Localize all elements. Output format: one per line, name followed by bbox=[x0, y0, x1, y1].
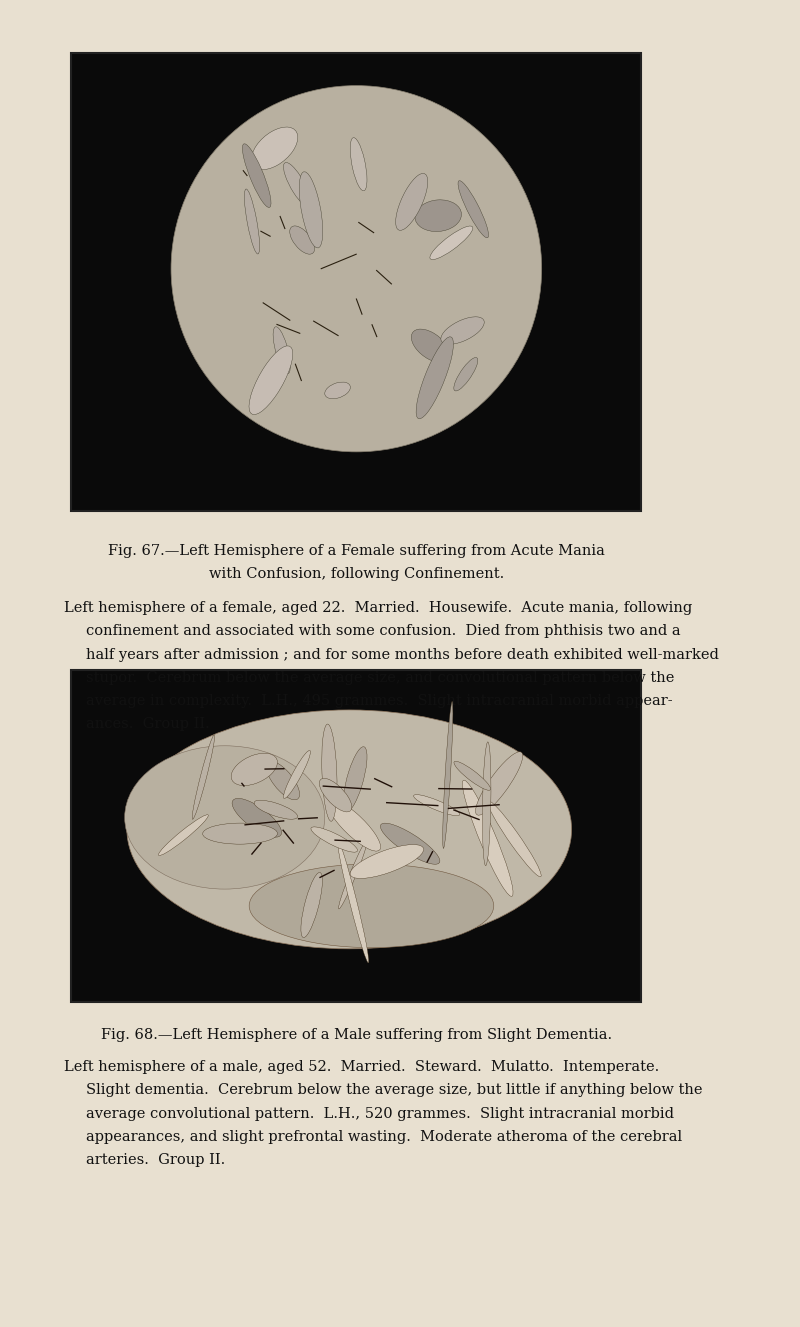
Text: Fig. 68.—Left Hemisphere of a Male suffering from Slight Dementia.: Fig. 68.—Left Hemisphere of a Male suffe… bbox=[101, 1028, 612, 1043]
Ellipse shape bbox=[266, 762, 299, 800]
Text: with Confusion, following Confinement.: with Confusion, following Confinement. bbox=[209, 567, 504, 581]
Ellipse shape bbox=[350, 844, 424, 878]
Ellipse shape bbox=[171, 85, 542, 451]
Text: appearances, and slight prefrontal wasting.  Moderate atheroma of the cerebral: appearances, and slight prefrontal wasti… bbox=[86, 1131, 682, 1144]
Ellipse shape bbox=[127, 710, 572, 949]
Ellipse shape bbox=[231, 754, 278, 786]
Ellipse shape bbox=[254, 800, 298, 819]
Ellipse shape bbox=[327, 800, 381, 851]
Ellipse shape bbox=[454, 762, 490, 791]
Ellipse shape bbox=[380, 823, 440, 864]
Bar bbox=[71, 670, 642, 1002]
Ellipse shape bbox=[350, 138, 367, 191]
Ellipse shape bbox=[441, 317, 484, 344]
Ellipse shape bbox=[488, 800, 541, 877]
Ellipse shape bbox=[244, 188, 259, 253]
Ellipse shape bbox=[411, 329, 450, 362]
Ellipse shape bbox=[458, 180, 489, 238]
Ellipse shape bbox=[311, 827, 358, 852]
Ellipse shape bbox=[343, 747, 367, 812]
Ellipse shape bbox=[416, 337, 454, 419]
Text: Fig. 67.—Left Hemisphere of a Female suffering from Acute Mania: Fig. 67.—Left Hemisphere of a Female suf… bbox=[108, 544, 605, 559]
Ellipse shape bbox=[283, 162, 310, 207]
Ellipse shape bbox=[158, 815, 208, 856]
Ellipse shape bbox=[325, 382, 350, 398]
Ellipse shape bbox=[192, 735, 214, 819]
Ellipse shape bbox=[125, 746, 325, 889]
Ellipse shape bbox=[232, 799, 282, 837]
Ellipse shape bbox=[475, 751, 522, 815]
Text: Left hemisphere of a female, aged 22.  Married.  Housewife.  Acute mania, follow: Left hemisphere of a female, aged 22. Ma… bbox=[64, 601, 692, 616]
Ellipse shape bbox=[249, 346, 293, 414]
Ellipse shape bbox=[414, 795, 460, 816]
Ellipse shape bbox=[202, 823, 278, 844]
Ellipse shape bbox=[454, 357, 478, 391]
Ellipse shape bbox=[462, 780, 513, 896]
Text: confinement and associated with some confusion.  Died from phthisis two and a: confinement and associated with some con… bbox=[86, 625, 680, 638]
Text: Slight dementia.  Cerebrum below the average size, but little if anything below : Slight dementia. Cerebrum below the aver… bbox=[86, 1083, 702, 1097]
Text: stupor.  Cerebrum below the average size, and convolutional pattern below the: stupor. Cerebrum below the average size,… bbox=[86, 671, 674, 685]
Text: ances.  Group II.: ances. Group II. bbox=[86, 718, 210, 731]
Ellipse shape bbox=[442, 702, 453, 848]
Ellipse shape bbox=[299, 171, 322, 248]
Ellipse shape bbox=[301, 872, 322, 938]
Ellipse shape bbox=[319, 779, 352, 812]
Text: average convolutional pattern.  L.H., 520 grammes.  Slight intracranial morbid: average convolutional pattern. L.H., 520… bbox=[86, 1107, 674, 1121]
Text: arteries.  Group II.: arteries. Group II. bbox=[86, 1153, 225, 1168]
Text: half years after admission ; and for some months before death exhibited well-mar: half years after admission ; and for som… bbox=[86, 648, 718, 662]
Ellipse shape bbox=[482, 742, 491, 865]
Bar bbox=[71, 53, 642, 511]
Ellipse shape bbox=[338, 841, 369, 963]
Text: average in complexity.  L.H., 495 grammes.  Slight intracranial morbid appear-: average in complexity. L.H., 495 grammes… bbox=[86, 694, 672, 709]
Ellipse shape bbox=[290, 226, 314, 255]
Ellipse shape bbox=[338, 840, 367, 909]
Ellipse shape bbox=[430, 226, 473, 260]
Ellipse shape bbox=[242, 143, 271, 207]
Ellipse shape bbox=[283, 751, 310, 799]
Text: Left hemisphere of a male, aged 52.  Married.  Steward.  Mulatto.  Intemperate.: Left hemisphere of a male, aged 52. Marr… bbox=[64, 1060, 659, 1075]
Ellipse shape bbox=[249, 864, 494, 947]
Ellipse shape bbox=[251, 127, 298, 170]
Ellipse shape bbox=[415, 200, 462, 231]
Ellipse shape bbox=[322, 725, 337, 821]
Ellipse shape bbox=[273, 326, 290, 374]
Ellipse shape bbox=[396, 174, 428, 231]
